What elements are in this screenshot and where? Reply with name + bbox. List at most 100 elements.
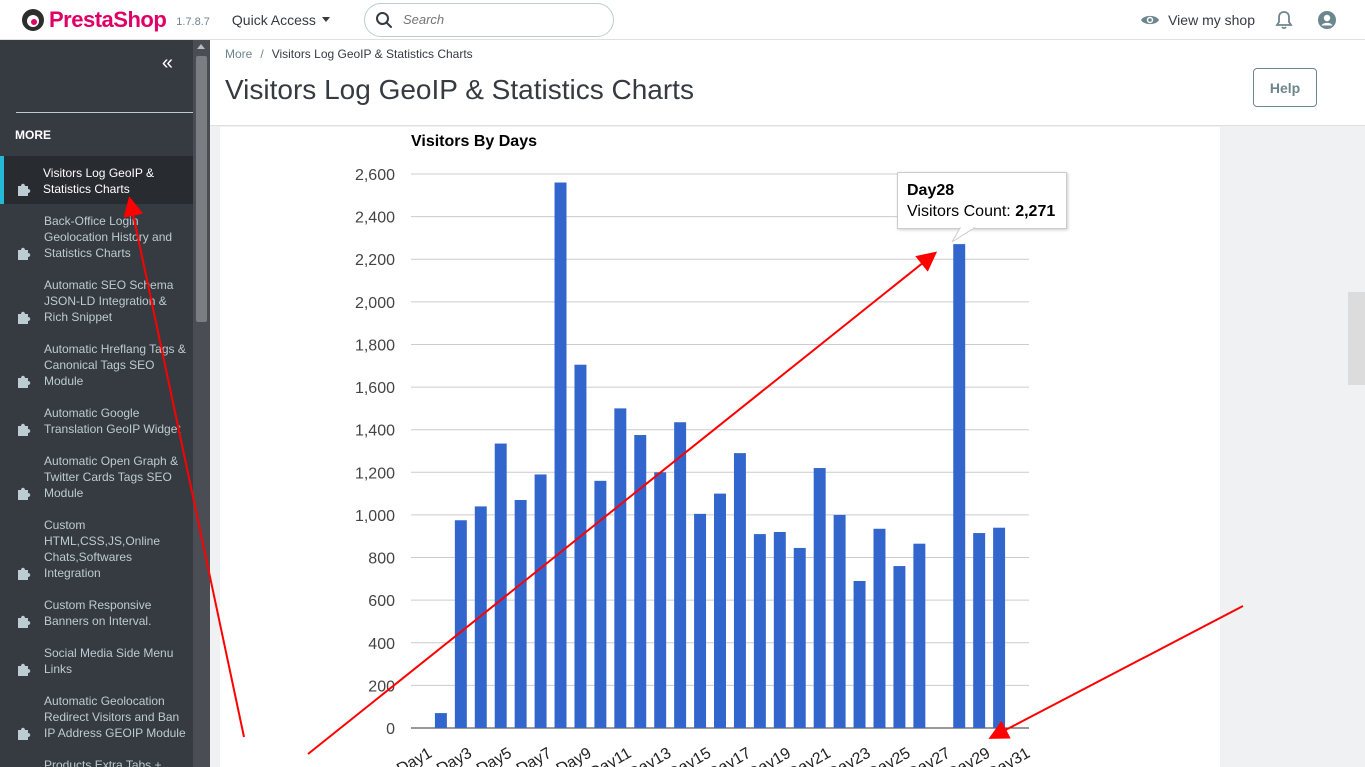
y-tick-label: 1,600 bbox=[355, 380, 395, 397]
bar-day28[interactable] bbox=[953, 244, 966, 729]
bar-day29[interactable] bbox=[973, 533, 986, 728]
bar-day10[interactable] bbox=[594, 480, 607, 728]
puzzle-icon bbox=[18, 487, 31, 500]
bar-day23[interactable] bbox=[853, 580, 866, 728]
sidebar-section-title: MORE bbox=[15, 128, 51, 142]
quick-access-label: Quick Access bbox=[231, 11, 316, 28]
x-tick-label: Day9 bbox=[554, 745, 595, 767]
view-my-shop-label: View my shop bbox=[1168, 12, 1255, 28]
sidebar-item-open-graph[interactable]: Automatic Open Graph & Twitter Cards Tag… bbox=[0, 453, 193, 501]
sidebar: « MORE Visitors Log GeoIP & Statistics C… bbox=[0, 40, 193, 767]
sidebar-item-backoffice-login[interactable]: Back-Office Login Geolocation History an… bbox=[0, 213, 193, 261]
help-button[interactable]: Help bbox=[1253, 68, 1317, 107]
tooltip-label: Visitors Count: bbox=[907, 203, 1011, 220]
sidebar-item-social-media[interactable]: Social Media Side Menu Links bbox=[0, 645, 193, 677]
bar-day20[interactable] bbox=[793, 547, 806, 728]
collapse-sidebar-button[interactable]: « bbox=[162, 52, 173, 75]
tooltip-value: 2,271 bbox=[1015, 203, 1056, 220]
x-tick-label: Day29 bbox=[945, 745, 994, 767]
bar-day19[interactable] bbox=[773, 531, 786, 728]
brand-name: PrestaShop bbox=[49, 6, 167, 32]
sidebar-item-seo-schema[interactable]: Automatic SEO Schema JSON-LD Integration… bbox=[0, 277, 193, 325]
view-my-shop-link[interactable]: View my shop bbox=[1140, 12, 1255, 28]
bar-day6[interactable] bbox=[514, 500, 527, 728]
bar-day15[interactable] bbox=[694, 513, 707, 728]
bar-day17[interactable] bbox=[733, 453, 746, 728]
quick-access-dropdown[interactable]: Quick Access bbox=[232, 12, 330, 28]
page-scroll-thumb[interactable] bbox=[1348, 292, 1365, 385]
bar-day13[interactable] bbox=[654, 472, 667, 728]
puzzle-icon bbox=[18, 311, 31, 324]
caret-down-icon bbox=[321, 17, 330, 22]
sidebar-scroll-thumb[interactable] bbox=[196, 56, 207, 322]
bar-day8[interactable] bbox=[554, 182, 567, 728]
prestashop-logo-icon bbox=[22, 8, 44, 31]
search-input[interactable] bbox=[402, 12, 593, 27]
x-tick-label: Day27 bbox=[905, 745, 954, 767]
sidebar-item-responsive-banners[interactable]: Custom Responsive Banners on Interval. bbox=[0, 597, 193, 629]
x-tick-label: Day13 bbox=[626, 745, 675, 767]
double-chevron-left-icon: « bbox=[161, 52, 173, 74]
puzzle-icon bbox=[18, 423, 31, 436]
bar-day5[interactable] bbox=[494, 443, 507, 728]
eye-icon bbox=[1141, 15, 1160, 25]
sidebar-divider bbox=[16, 112, 193, 113]
sidebar-item-label: Automatic Hreflang Tags & Canonical Tags… bbox=[44, 342, 186, 388]
x-tick-label: Day19 bbox=[745, 745, 794, 767]
bar-day12[interactable] bbox=[634, 435, 647, 728]
search-box[interactable] bbox=[363, 2, 614, 37]
y-tick-label: 400 bbox=[368, 636, 395, 653]
account-icon[interactable] bbox=[1317, 10, 1337, 30]
puzzle-icon bbox=[18, 375, 31, 388]
bar-day18[interactable] bbox=[753, 534, 766, 728]
bar-day16[interactable] bbox=[714, 493, 726, 728]
page-header: More / Visitors Log GeoIP & Statistics Cha… bbox=[210, 40, 1365, 126]
y-tick-label: 1,200 bbox=[355, 465, 395, 482]
y-tick-label: 2,200 bbox=[355, 252, 395, 269]
visitors-by-days-chart: Visitors By Days 0 200 400 600 800 1,000 1,200… bbox=[355, 133, 1033, 767]
y-tick-label: 0 bbox=[386, 721, 395, 738]
sidebar-item-google-translation[interactable]: Automatic Google Translation GeoIP Widge… bbox=[0, 405, 193, 437]
bar-day21[interactable] bbox=[813, 468, 826, 728]
sidebar-item-geolocation-redirect[interactable]: Automatic Geolocation Redirect Visitors … bbox=[0, 693, 193, 741]
y-tick-label: 2,400 bbox=[355, 210, 395, 227]
puzzle-icon bbox=[18, 247, 31, 260]
x-tick-label: Day11 bbox=[587, 745, 635, 767]
breadcrumb-more[interactable]: More bbox=[225, 47, 253, 61]
chart-title: Visitors By Days bbox=[411, 133, 537, 150]
chart-tooltip: Day28 Visitors Count: 2,271 bbox=[897, 172, 1067, 229]
bar-day3[interactable] bbox=[454, 520, 467, 728]
bar-day24[interactable] bbox=[873, 528, 886, 728]
y-tick-label: 1,000 bbox=[355, 508, 395, 525]
scroll-up-arrow-icon[interactable] bbox=[197, 44, 205, 49]
bar-day4[interactable] bbox=[474, 506, 487, 728]
bar-day11[interactable] bbox=[614, 408, 627, 728]
y-tick-label: 800 bbox=[368, 551, 395, 568]
sidebar-scrollbar[interactable] bbox=[193, 40, 210, 767]
search-icon[interactable] bbox=[375, 11, 393, 29]
sidebar-item-label: Automatic Open Graph & Twitter Cards Tag… bbox=[44, 454, 179, 500]
x-tick-label: Day25 bbox=[865, 745, 914, 767]
bar-day25[interactable] bbox=[893, 566, 906, 728]
x-tick-label: Day23 bbox=[825, 745, 874, 767]
sidebar-item-products-extra-tabs[interactable]: Products Extra Tabs + bbox=[0, 757, 193, 767]
sidebar-item-custom-html[interactable]: Custom HTML,CSS,JS,Online Chats,Software… bbox=[0, 517, 193, 581]
x-tick-label: Day21 bbox=[785, 745, 834, 767]
bar-day22[interactable] bbox=[833, 514, 846, 728]
bell-icon[interactable] bbox=[1275, 10, 1293, 30]
breadcrumb: More / Visitors Log GeoIP & Statistics Cha… bbox=[225, 47, 473, 61]
prestashop-logo[interactable]: PrestaShop bbox=[22, 6, 167, 33]
sidebar-item-hreflang[interactable]: Automatic Hreflang Tags & Canonical Tags… bbox=[0, 341, 193, 389]
puzzle-icon bbox=[18, 615, 31, 628]
sidebar-item-visitors-log[interactable]: Visitors Log GeoIP & Statistics Charts bbox=[0, 156, 193, 204]
bar-day14[interactable] bbox=[674, 422, 687, 728]
y-tick-label: 2,600 bbox=[355, 167, 395, 184]
puzzle-icon bbox=[18, 183, 31, 196]
bar-day26[interactable] bbox=[913, 543, 926, 728]
bar-day2[interactable] bbox=[434, 713, 447, 728]
bar-day9[interactable] bbox=[574, 364, 587, 728]
sidebar-item-label: Visitors Log GeoIP & Statistics Charts bbox=[43, 166, 154, 196]
bar-day7[interactable] bbox=[534, 474, 547, 728]
puzzle-icon bbox=[18, 727, 31, 740]
bar-day30[interactable] bbox=[993, 527, 1006, 728]
